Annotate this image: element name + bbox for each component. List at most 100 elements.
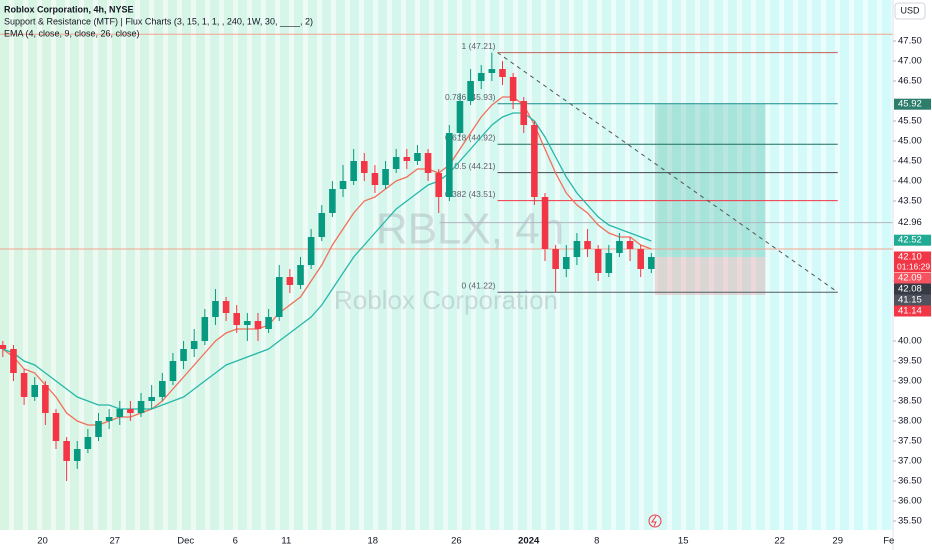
y-tick-label: 36.00 <box>898 496 922 507</box>
indicator-label: Support & Resistance (MTF) | Flux Charts… <box>4 16 313 26</box>
fib-label: 0.5 (44.21) <box>454 161 495 171</box>
candle-body <box>201 317 209 341</box>
candle-body <box>169 361 177 381</box>
x-tick-label: 22 <box>774 536 785 547</box>
candle-body <box>360 161 368 173</box>
indicator-label: EMA (4, close, 9, close, 26, close) <box>4 28 140 38</box>
x-tick-label: 18 <box>368 536 379 547</box>
y-tick-label: 44.00 <box>898 176 922 187</box>
x-tick-label: Dec <box>177 536 194 547</box>
watermark-name: Roblox Corporation <box>334 285 558 315</box>
price-label-bg <box>894 305 931 317</box>
y-tick-label: 37.00 <box>898 456 922 467</box>
y-tick-label: 44.50 <box>898 156 922 167</box>
y-tick-label: 37.50 <box>898 436 922 447</box>
chart-background <box>0 0 893 530</box>
candle-body <box>382 169 389 185</box>
candle-body <box>520 101 528 125</box>
candle-body <box>265 317 272 329</box>
y-tick-label: 45.00 <box>898 136 922 147</box>
x-tick-label: 26 <box>451 536 462 547</box>
y-tick-label: 39.50 <box>898 356 922 367</box>
candle-body <box>584 241 591 249</box>
target-zone <box>654 104 766 257</box>
candle-body <box>403 157 411 161</box>
y-tick-label: 43.50 <box>898 196 922 207</box>
candle-body <box>137 401 145 413</box>
alert-icon[interactable] <box>648 514 662 528</box>
price-label-bg <box>894 251 931 263</box>
candle-body <box>212 301 219 317</box>
candle-body <box>95 421 102 437</box>
price-label: 45.92 <box>898 99 922 110</box>
candle-body <box>31 385 39 397</box>
candle-body <box>10 349 17 373</box>
x-tick-label: 8 <box>594 536 599 547</box>
y-tick-label: 47.50 <box>898 36 922 47</box>
candle-body <box>190 341 198 349</box>
countdown-bg <box>894 262 931 272</box>
price-label: 42.08 <box>898 284 922 295</box>
candle-body <box>456 101 464 133</box>
candle-body <box>488 69 496 73</box>
candle-body <box>552 249 559 269</box>
candle-body <box>392 157 400 169</box>
x-tick-label: 2024 <box>518 536 540 547</box>
fib-label: 0.382 (43.51) <box>445 189 496 199</box>
candle-body <box>254 321 262 329</box>
y-tick-label: 36.50 <box>898 476 922 487</box>
candle-body <box>424 153 432 173</box>
stop-zone <box>654 257 766 295</box>
price-label: 41.14 <box>898 306 922 317</box>
candle-body <box>222 301 230 313</box>
time-axis <box>0 530 893 550</box>
candle-body <box>116 409 124 417</box>
alert-icon <box>651 515 657 527</box>
currency-button[interactable] <box>894 2 926 20</box>
fib-label: 1 (47.21) <box>461 41 495 51</box>
price-label-bg <box>894 98 931 110</box>
candle-body <box>626 241 634 249</box>
candle-body <box>573 241 581 257</box>
candle-body <box>616 241 623 253</box>
x-tick-label: 20 <box>37 536 48 547</box>
price-label-bg <box>894 234 931 246</box>
price-label: 42.09 <box>898 273 922 284</box>
currency-label[interactable]: USD <box>900 5 920 15</box>
candle-body <box>467 81 474 101</box>
candle-body <box>42 385 49 413</box>
candle-body <box>594 249 602 273</box>
candle-body <box>105 417 113 421</box>
fib-label: 0.618 (44.92) <box>445 132 496 142</box>
candle-body <box>148 397 155 401</box>
price-label-bg <box>894 283 931 295</box>
price-label: 42.52 <box>898 235 922 246</box>
x-tick-label: Fe <box>883 536 894 547</box>
y-tick-label: 45.50 <box>898 116 922 127</box>
x-tick-label: 15 <box>678 536 689 547</box>
candle-body <box>562 257 570 269</box>
candle-body <box>371 173 379 185</box>
candle-body <box>63 441 70 461</box>
candle-body <box>244 321 251 325</box>
y-tick-label: 39.00 <box>898 376 922 387</box>
candle-body <box>180 349 187 361</box>
x-tick-label: 11 <box>281 536 291 547</box>
symbol-title: Roblox Corporation, 4h, NYSE <box>4 4 134 14</box>
candle-body <box>307 237 315 265</box>
y-tick-label: 35.50 <box>898 516 922 527</box>
candle-body <box>477 73 485 81</box>
x-tick-label: 6 <box>233 536 238 547</box>
y-tick-label: 47.00 <box>898 56 922 67</box>
candle-body <box>159 381 166 397</box>
candle-body <box>414 153 421 161</box>
price-label: 42.96 <box>898 217 922 228</box>
candle-body <box>286 277 294 285</box>
fib-label: 0 (41.22) <box>461 280 495 290</box>
candle-body <box>541 197 549 249</box>
trend-line <box>497 52 839 293</box>
candle-body <box>84 437 92 449</box>
x-tick-label: 27 <box>110 536 121 547</box>
x-tick-label: 29 <box>832 536 843 547</box>
